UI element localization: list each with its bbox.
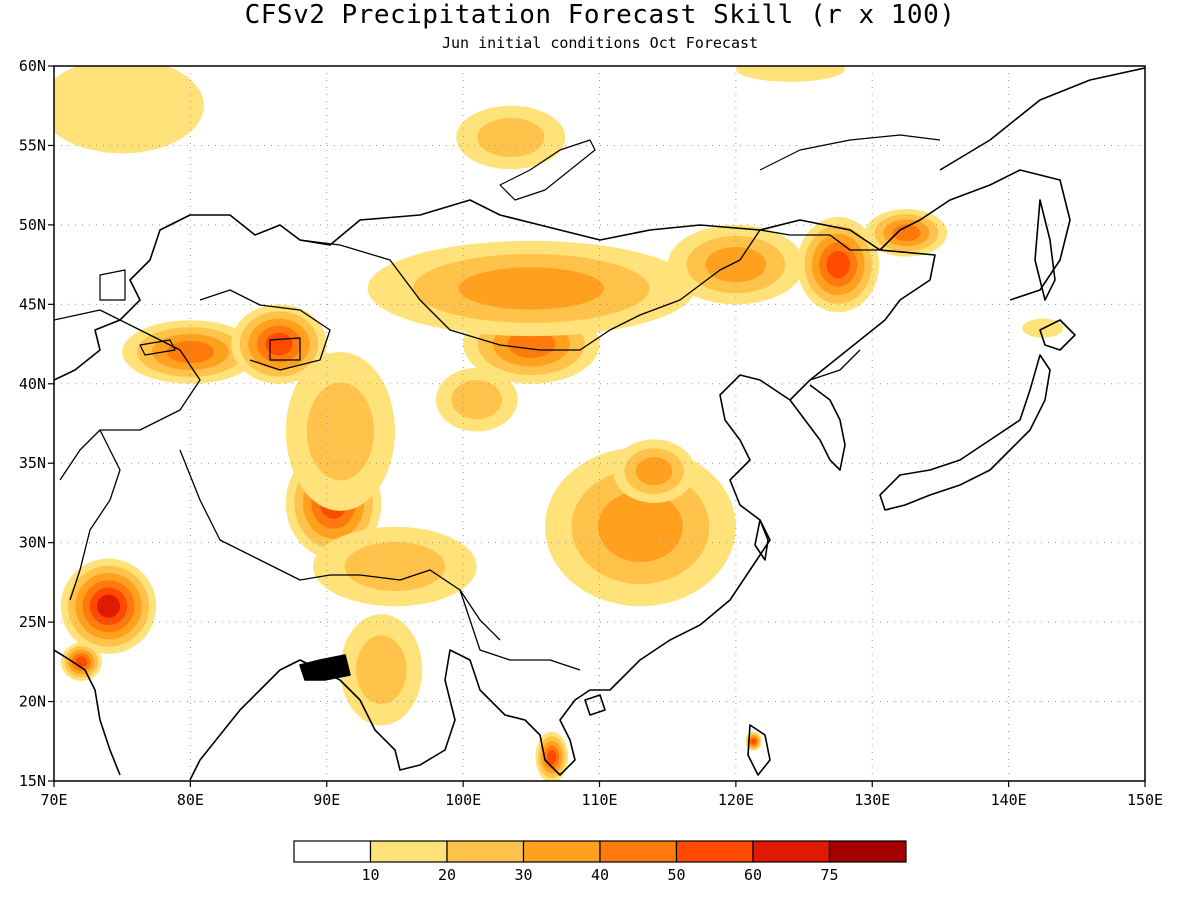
legend-label-10: 10 xyxy=(361,866,379,884)
skill-region-6-level-2 xyxy=(306,382,374,481)
lat-label-55N: 55N xyxy=(19,136,46,154)
skill-region-8-level-2 xyxy=(356,635,407,704)
legend-label-40: 40 xyxy=(591,866,609,884)
axis-tick-labels: 70E 80E 90E 100E 110E 120E 130E 140E 150E 15N 20N 2… xyxy=(19,57,1163,809)
legend-label-30: 30 xyxy=(514,866,532,884)
taiwan xyxy=(754,519,769,561)
legend-swatch-3 xyxy=(522,840,601,863)
himalaya-border xyxy=(179,449,501,641)
sakhalin xyxy=(1034,199,1056,301)
skill-region-0-level-6 xyxy=(96,594,121,618)
lat-lon-gridlines xyxy=(54,66,1145,781)
lat-label-30N: 30N xyxy=(19,534,46,552)
skill-region-13-level-5 xyxy=(826,250,850,279)
legend-label-50: 50 xyxy=(667,866,685,884)
china-russia-border-east xyxy=(759,229,880,251)
lat-label-20N: 20N xyxy=(19,693,46,711)
legend-label-60: 60 xyxy=(744,866,762,884)
lat-label-40N: 40N xyxy=(19,375,46,393)
skill-region-18-level-3 xyxy=(635,457,673,486)
skill-region-9-level-2 xyxy=(451,380,502,420)
map-title: CFSv2 Precipitation Forecast Skill (r x … xyxy=(244,0,956,30)
kazakhstan-china-border xyxy=(199,289,331,371)
skill-region-17-level-3 xyxy=(597,491,683,563)
hainan xyxy=(584,694,606,716)
aral-sea xyxy=(99,269,126,301)
lat-label-15N: 15N xyxy=(19,772,46,790)
japan-honshu xyxy=(879,354,1051,511)
legend-swatch-7 xyxy=(828,840,907,863)
skill-region-22-level-1 xyxy=(735,66,845,82)
skill-region-1-level-5 xyxy=(75,656,88,668)
lon-label-110E: 110E xyxy=(581,791,617,809)
legend-swatch-2 xyxy=(446,840,525,863)
skill-shading xyxy=(54,66,1064,781)
lake-balkhash xyxy=(139,339,176,356)
legend-swatch-6 xyxy=(752,840,831,863)
ganges-delta xyxy=(299,654,351,681)
color-legend: 10 20 30 40 50 60 75 xyxy=(293,840,907,884)
india-pakistan-border xyxy=(69,429,121,601)
skill-region-7-level-2 xyxy=(344,542,446,591)
sea-of-okhotsk-north xyxy=(759,134,941,171)
lat-label-60N: 60N xyxy=(19,57,46,75)
issyk-kul xyxy=(269,337,301,361)
luzon xyxy=(747,724,771,776)
lon-label-150E: 150E xyxy=(1127,791,1163,809)
lon-label-70E: 70E xyxy=(40,791,67,809)
skill-region-2-level-1 xyxy=(54,66,204,154)
china-southeast-asia-border xyxy=(459,589,581,671)
lon-label-100E: 100E xyxy=(445,791,481,809)
skill-region-15-level-2 xyxy=(477,117,545,158)
lon-label-130E: 130E xyxy=(854,791,890,809)
korea-coastline xyxy=(789,384,846,471)
northern-coastline xyxy=(939,67,1145,171)
skill-region-12-level-3 xyxy=(705,246,767,283)
skill-region-20-level-5 xyxy=(751,738,756,745)
lon-label-90E: 90E xyxy=(313,791,340,809)
lat-label-45N: 45N xyxy=(19,295,46,313)
legend-label-75: 75 xyxy=(820,866,838,884)
skill-region-14-level-4 xyxy=(892,224,921,242)
lake-baikal xyxy=(499,139,596,201)
central-asia-borders xyxy=(54,309,201,481)
china-korea-border xyxy=(809,349,861,381)
lon-label-120E: 120E xyxy=(718,791,754,809)
legend-swatch-4 xyxy=(599,840,678,863)
skill-region-19-level-5 xyxy=(547,749,557,765)
lat-label-35N: 35N xyxy=(19,454,46,472)
legend-swatch-0 xyxy=(293,840,372,863)
skill-region-3-level-4 xyxy=(166,340,215,364)
skill-region-11-level-3 xyxy=(458,267,605,310)
lon-label-140E: 140E xyxy=(991,791,1027,809)
lat-label-50N: 50N xyxy=(19,216,46,234)
legend-label-20: 20 xyxy=(438,866,456,884)
lat-label-25N: 25N xyxy=(19,613,46,631)
legend-swatch-1 xyxy=(369,840,448,863)
map-subtitle: Jun initial conditions Oct Forecast xyxy=(441,34,759,52)
india-west-coastline xyxy=(54,649,121,776)
mongolia-border xyxy=(299,229,761,351)
skill-region-10-level-4 xyxy=(507,330,556,358)
japan-hokkaido xyxy=(1039,319,1076,351)
legend-swatch-5 xyxy=(675,840,754,863)
coastlines-and-borders xyxy=(54,67,1145,781)
lon-label-80E: 80E xyxy=(177,791,204,809)
